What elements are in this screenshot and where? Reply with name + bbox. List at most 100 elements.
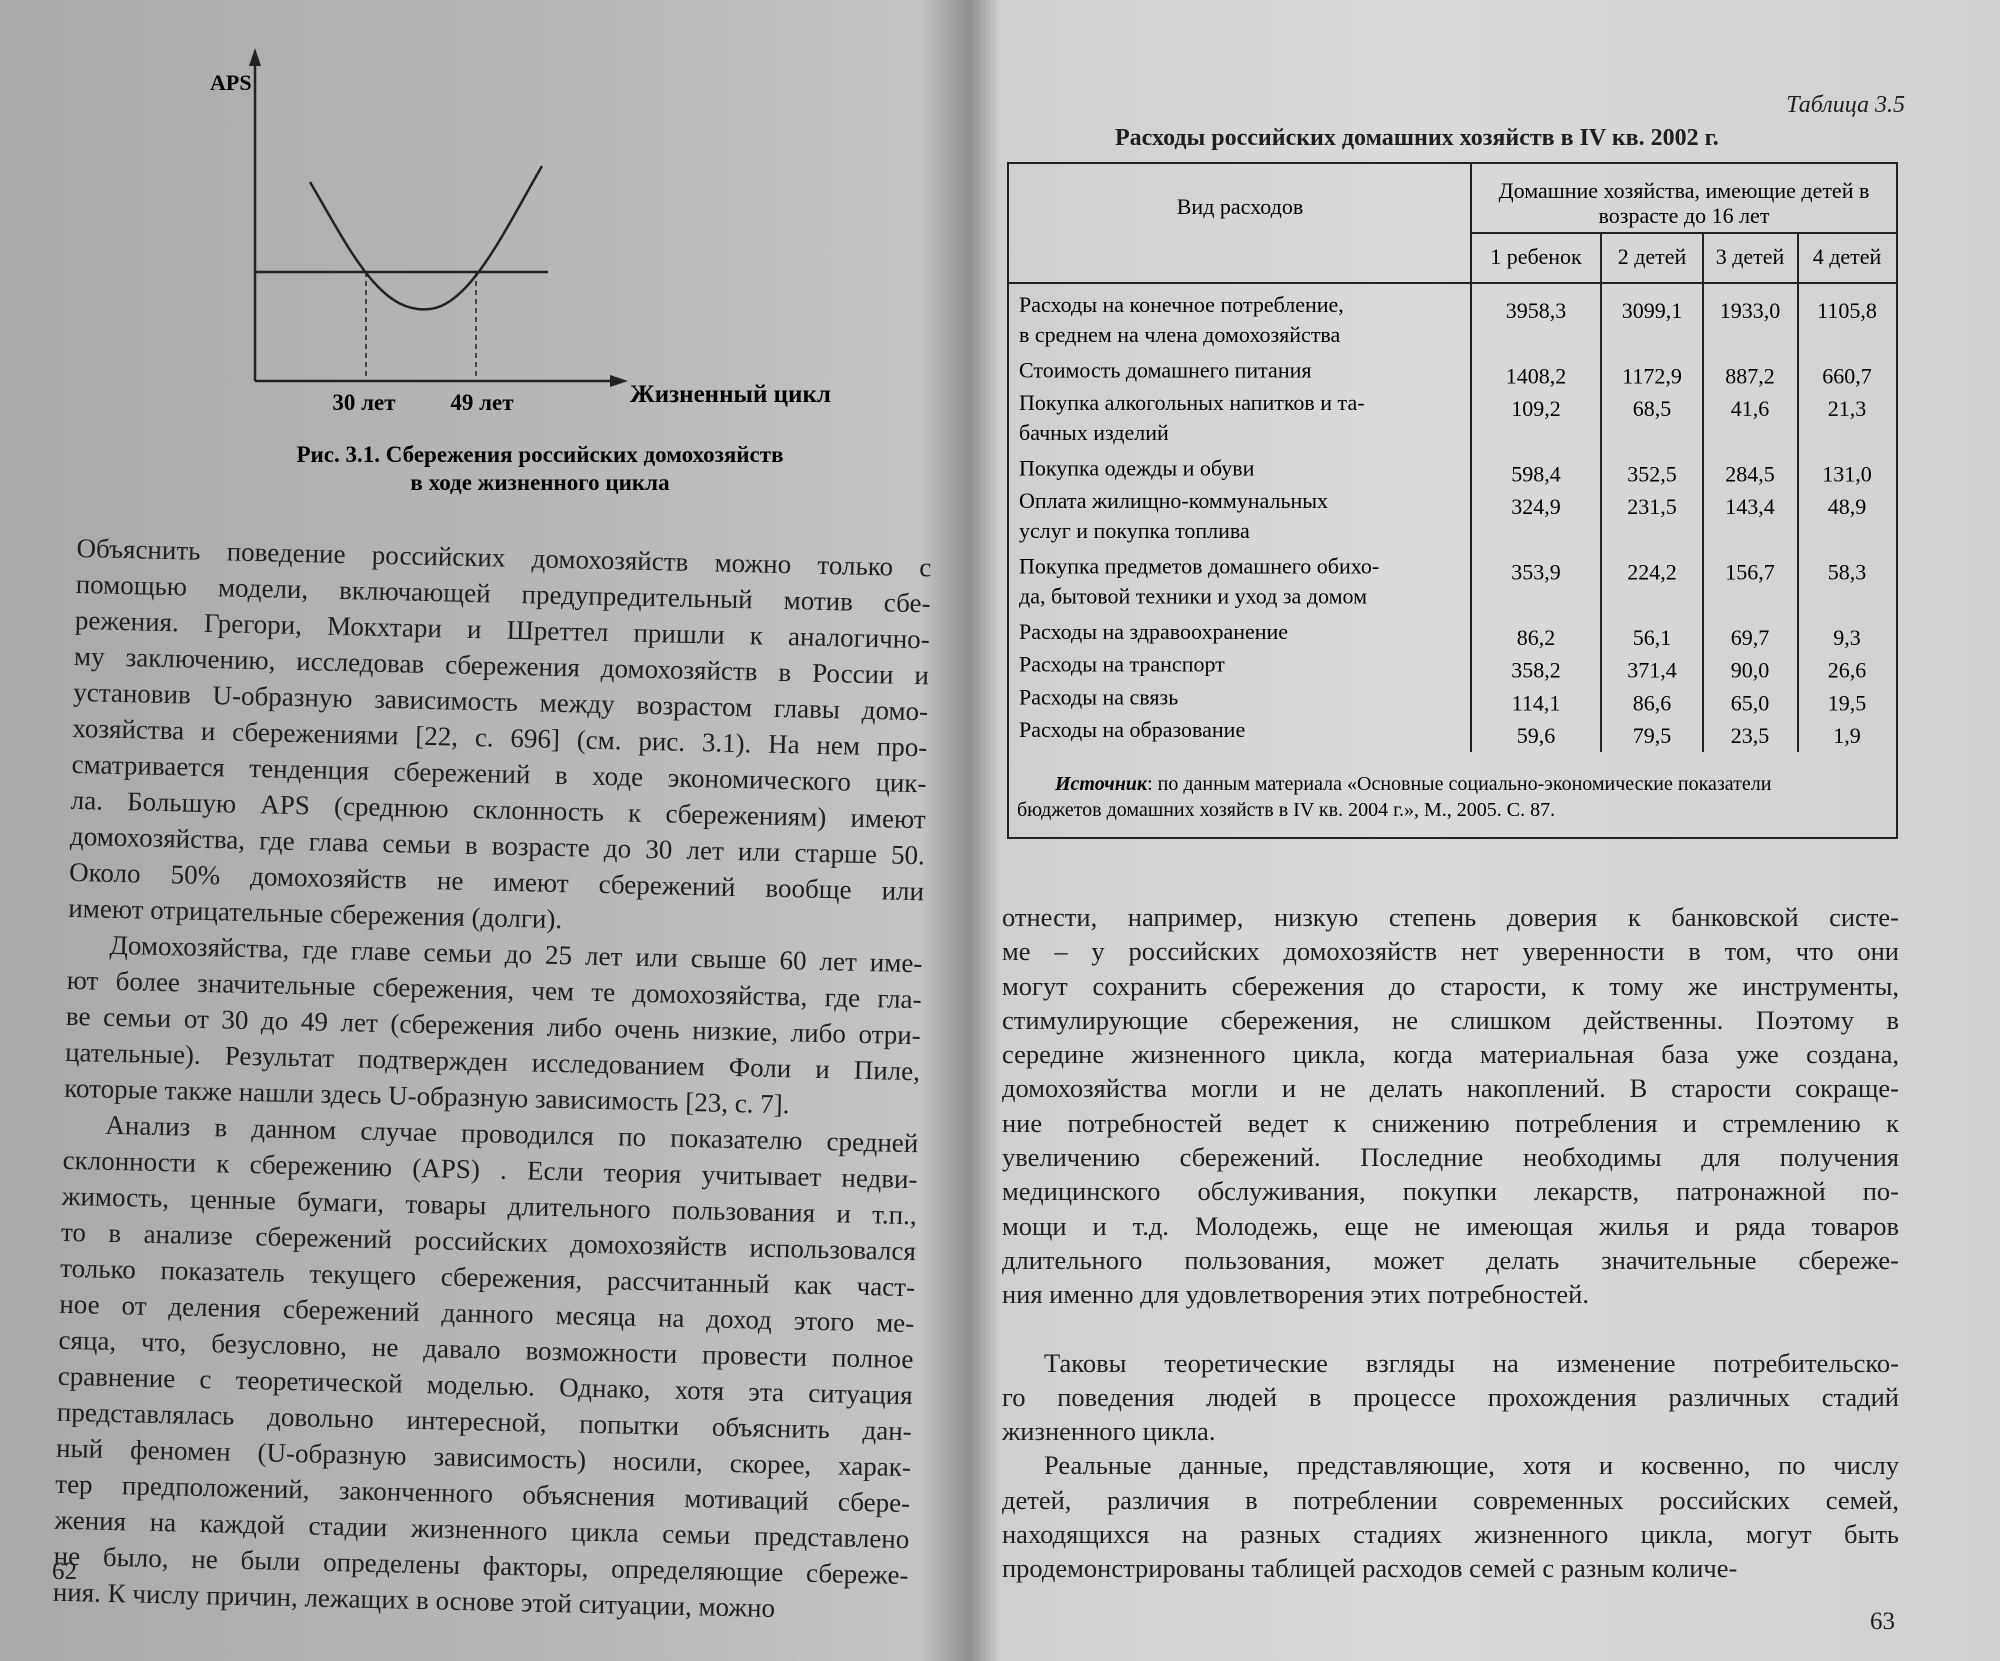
row-label: Покупка одежды и обуви — [1019, 456, 1255, 481]
page-number: 63 — [1870, 1608, 1895, 1635]
cell-value: 48,9 — [1828, 494, 1867, 519]
source-label: Источник — [1054, 773, 1148, 795]
text-line: ния именно для удовлетворения этих потре… — [1002, 1279, 1589, 1310]
right-page: Таблица 3.5 Расходы российских домашних … — [975, 0, 2000, 1661]
row-label: Оплата жилищно-коммунальных — [1019, 488, 1328, 513]
text-line: стимулирующие сбережения, не слишком дей… — [1002, 1004, 1899, 1035]
text-line: увеличению сбережений. Последние необход… — [1002, 1142, 1899, 1173]
cell-value: 352,5 — [1627, 462, 1677, 487]
text-line: мощи и т.д. Молодежь, еще не имеющая жил… — [1002, 1210, 1899, 1241]
column-header: 2 детей — [1618, 244, 1687, 269]
cell-value: 59,6 — [1517, 723, 1556, 748]
table-label: Таблица 3.5 — [1786, 92, 1905, 118]
x-tick-label: 30 лет — [332, 390, 396, 415]
row-label: Покупка предметов домашнего обихо- — [1019, 554, 1379, 579]
row-label: Расходы на конечное потребление, — [1019, 292, 1344, 317]
column-header: 3 детей — [1716, 244, 1785, 269]
row-label: бачных изделий — [1019, 420, 1169, 445]
text-line: середине жизненного цикла, когда материа… — [1002, 1039, 1899, 1070]
cell-value: 231,5 — [1627, 494, 1677, 519]
x-tick-label: 49 лет — [450, 390, 514, 415]
cell-value: 284,5 — [1725, 462, 1775, 487]
column-header: 1 ребенок — [1490, 244, 1582, 269]
column-header: 4 детей — [1813, 244, 1882, 269]
paragraph: Реальные данные, представляющие, хотя и … — [1002, 1448, 1899, 1585]
column-header: Вид расходов — [1177, 194, 1304, 219]
row-label: да, бытовой техники и уход за домом — [1019, 584, 1367, 609]
cell-value: 109,2 — [1511, 396, 1561, 421]
table-borders — [1007, 162, 1898, 839]
text-line: Реальные данные, представляющие, хотя и … — [1044, 1450, 1899, 1481]
column-header: Домашние хозяйства, имеющие детей в — [1499, 178, 1870, 203]
figure-caption: Рис. 3.1. Сбережения российских домохозя… — [297, 442, 784, 467]
cell-value: 660,7 — [1822, 363, 1872, 388]
text-line: находящихся на разных стадиях жизненного… — [1002, 1519, 1899, 1550]
source-text: : по данным материала «Основные социальн… — [1147, 773, 1772, 795]
cell-value: 26,6 — [1828, 658, 1867, 683]
text-line: домохозяйства могли и не делать накоплен… — [1002, 1073, 1899, 1104]
text-line: детей, различия в потреблении современны… — [1002, 1484, 1899, 1515]
x-arrow — [610, 375, 628, 387]
text-line: жизненного цикла. — [1002, 1416, 1216, 1447]
row-label: Расходы на транспорт — [1019, 652, 1225, 677]
cell-value: 41,6 — [1731, 396, 1770, 421]
text-line: продемонстрированы таблицей расходов сем… — [1002, 1553, 1738, 1584]
cell-value: 86,6 — [1633, 690, 1672, 715]
cell-value: 23,5 — [1731, 723, 1770, 748]
body-text: Объяснить поведение российских домохозяй… — [52, 530, 932, 1629]
row-label: Расходы на связь — [1019, 684, 1178, 709]
cell-value: 156,7 — [1725, 560, 1775, 585]
cell-value: 65,0 — [1731, 690, 1770, 715]
row-label: Стоимость домашнего питания — [1019, 357, 1312, 382]
cell-value: 1105,8 — [1817, 298, 1877, 323]
row-label: Расходы на здравоохранение — [1019, 619, 1288, 644]
cell-value: 79,5 — [1633, 723, 1672, 748]
paragraph: Анализ в данном случае проводился по пок… — [52, 1106, 919, 1629]
text-line: отнести, например, низкую степень довери… — [1002, 902, 1899, 932]
cell-value: 21,3 — [1828, 396, 1867, 421]
column-header: возрасте до 16 лет — [1599, 203, 1770, 228]
body-text: отнести, например, низкую степень довери… — [1002, 900, 1899, 1586]
cell-value: 371,4 — [1627, 658, 1677, 683]
cell-value: 353,9 — [1511, 560, 1561, 585]
row-label: в среднем на члена домохозяйства — [1019, 322, 1341, 347]
text-line: ние потребностей ведет к снижению потреб… — [1002, 1107, 1899, 1138]
figure: APS 30 лет 49 лет Жизненный цикл Рис. 3.… — [210, 48, 831, 495]
cell-value: 1933,0 — [1720, 298, 1781, 323]
axes — [253, 58, 615, 383]
y-arrow — [249, 48, 261, 66]
cell-value: 19,5 — [1828, 690, 1867, 715]
u-curve — [308, 165, 544, 311]
figure-caption: в ходе жизненного цикла — [410, 470, 670, 495]
cell-value: 58,3 — [1828, 560, 1867, 585]
cell-value: 598,4 — [1511, 462, 1561, 487]
row-label: услуг и покупка топлива — [1019, 518, 1250, 543]
y-axis-label: APS — [210, 70, 252, 95]
cell-value: 86,2 — [1517, 625, 1556, 650]
cell-value: 68,5 — [1633, 396, 1672, 421]
cell-value: 9,3 — [1833, 625, 1861, 650]
cell-value: 69,7 — [1731, 625, 1770, 650]
paragraph: Объяснить поведение российских домохозяй… — [68, 530, 932, 945]
text-line: медицинского обслуживания, покупки лекар… — [1002, 1176, 1899, 1207]
cell-value: 114,1 — [1512, 690, 1561, 715]
cell-value: 224,2 — [1627, 560, 1677, 585]
text-line: длительного пользования, может делать зн… — [1002, 1244, 1899, 1275]
cell-value: 324,9 — [1511, 494, 1561, 519]
cell-value: 3099,1 — [1622, 298, 1683, 323]
cell-value: 3958,3 — [1506, 298, 1567, 323]
source-text: бюджетов домашних хозяйств в IV кв. 2004… — [1017, 799, 1555, 821]
table: Вид расходов Домашние хозяйства, имеющие … — [1007, 162, 1898, 839]
x-axis-label: Жизненный цикл — [630, 381, 831, 408]
row-label: Покупка алкогольных напитков и та- — [1019, 390, 1365, 415]
cell-value: 143,4 — [1725, 494, 1775, 519]
cell-value: 358,2 — [1511, 658, 1561, 683]
text-line: ме – у российских домохозяйств нет увере… — [1002, 936, 1899, 967]
left-page: APS 30 лет 49 лет Жизненный цикл Рис. 3.… — [0, 0, 975, 1661]
cell-value: 56,1 — [1633, 625, 1672, 650]
cell-value: 1172,9 — [1622, 363, 1682, 388]
text-line: Таковы теоретические взгляды на изменени… — [1044, 1347, 1899, 1378]
paragraph: отнести, например, низкую степень довери… — [1002, 900, 1899, 1312]
text-line: го поведения людей в процессе прохождени… — [1002, 1381, 1899, 1412]
